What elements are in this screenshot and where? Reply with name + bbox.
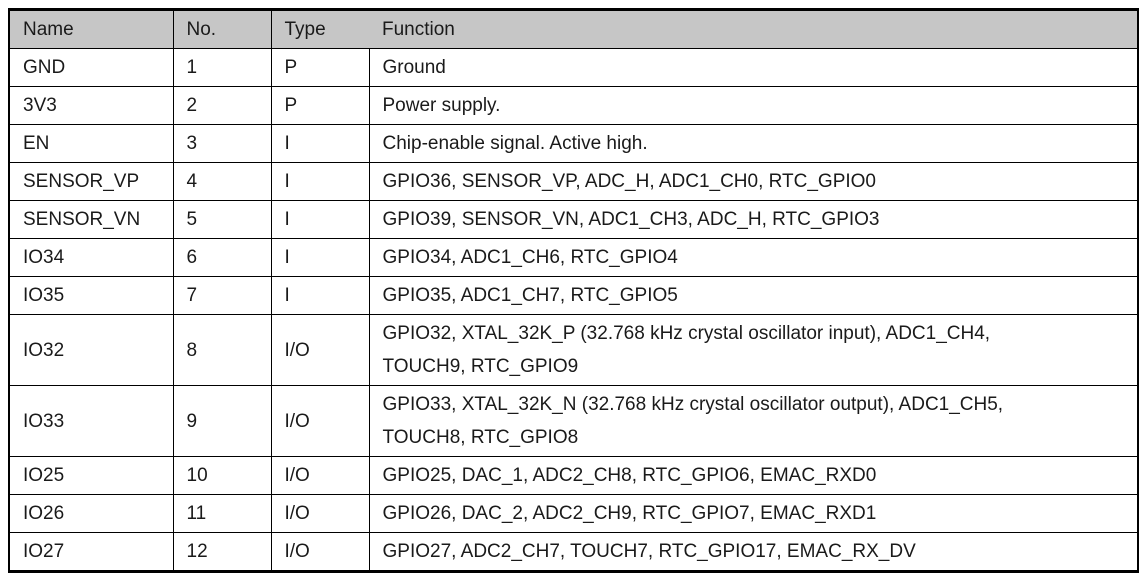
pin-function-cell: GPIO36, SENSOR_VP, ADC_H, ADC1_CH0, RTC_… xyxy=(368,162,1139,201)
table-row: IO26 11 I/O GPIO26, DAC_2, ADC2_CH9, RTC… xyxy=(8,494,1139,533)
pin-function-cell: GPIO35, ADC1_CH7, RTC_GPIO5 xyxy=(368,276,1139,315)
pin-name-cell: EN xyxy=(8,124,174,163)
pin-type-cell: I xyxy=(270,200,370,239)
table-row: IO34 6 I GPIO34, ADC1_CH6, RTC_GPIO4 xyxy=(8,238,1139,277)
pin-number-cell: 7 xyxy=(172,276,272,315)
pin-description-table: Name No. Type Function GND 1 P Ground 3V… xyxy=(8,8,1139,573)
pin-function-cell: Power supply. xyxy=(368,86,1139,125)
pin-type-cell: I xyxy=(270,238,370,277)
table-row: 3V3 2 P Power supply. xyxy=(8,86,1139,125)
pin-name-cell: 3V3 xyxy=(8,86,174,125)
pin-function-cell: GPIO33, XTAL_32K_N (32.768 kHz crystal o… xyxy=(368,385,1139,457)
pin-function-cell: GPIO26, DAC_2, ADC2_CH9, RTC_GPIO7, EMAC… xyxy=(368,494,1139,533)
pin-type-cell: I xyxy=(270,276,370,315)
column-header-type: Type xyxy=(270,8,369,49)
pin-number-cell: 1 xyxy=(172,48,272,87)
pin-name-cell: IO26 xyxy=(8,494,174,533)
table-row: SENSOR_VP 4 I GPIO36, SENSOR_VP, ADC_H, … xyxy=(8,162,1139,201)
table-row: EN 3 I Chip-enable signal. Active high. xyxy=(8,124,1139,163)
pin-name-cell: GND xyxy=(8,48,174,87)
pin-type-cell: I/O xyxy=(270,456,370,495)
pin-name-cell: SENSOR_VN xyxy=(8,200,174,239)
table-row: SENSOR_VN 5 I GPIO39, SENSOR_VN, ADC1_CH… xyxy=(8,200,1139,239)
pin-name-cell: IO33 xyxy=(8,385,174,457)
pin-type-cell: I xyxy=(270,124,370,163)
pin-number-cell: 12 xyxy=(172,532,272,573)
pin-name-cell: IO25 xyxy=(8,456,174,495)
column-header-no: No. xyxy=(172,8,272,49)
pin-type-cell: I/O xyxy=(270,532,370,573)
pin-number-cell: 11 xyxy=(172,494,272,533)
pin-number-cell: 2 xyxy=(172,86,272,125)
table-header-row: Name No. Type Function xyxy=(8,8,1139,49)
pin-function-cell: GPIO27, ADC2_CH7, TOUCH7, RTC_GPIO17, EM… xyxy=(368,532,1139,573)
column-header-function: Function xyxy=(369,8,1139,49)
pin-type-cell: P xyxy=(270,86,370,125)
pin-number-cell: 10 xyxy=(172,456,272,495)
page: Name No. Type Function GND 1 P Ground 3V… xyxy=(8,8,1139,573)
pin-function-cell: Chip-enable signal. Active high. xyxy=(368,124,1139,163)
pin-number-cell: 8 xyxy=(172,314,272,386)
pin-function-cell: GPIO25, DAC_1, ADC2_CH8, RTC_GPIO6, EMAC… xyxy=(368,456,1139,495)
pin-function-cell: GPIO32, XTAL_32K_P (32.768 kHz crystal o… xyxy=(368,314,1139,386)
pin-type-cell: I xyxy=(270,162,370,201)
table-row: IO27 12 I/O GPIO27, ADC2_CH7, TOUCH7, RT… xyxy=(8,532,1139,573)
pin-type-cell: I/O xyxy=(270,314,370,386)
pin-name-cell: IO32 xyxy=(8,314,174,386)
table-row: IO25 10 I/O GPIO25, DAC_1, ADC2_CH8, RTC… xyxy=(8,456,1139,495)
pin-type-cell: I/O xyxy=(270,385,370,457)
column-header-name: Name xyxy=(8,8,174,49)
table-row: GND 1 P Ground xyxy=(8,48,1139,87)
pin-number-cell: 6 xyxy=(172,238,272,277)
table-row: IO33 9 I/O GPIO33, XTAL_32K_N (32.768 kH… xyxy=(8,385,1139,457)
table-row: IO32 8 I/O GPIO32, XTAL_32K_P (32.768 kH… xyxy=(8,314,1139,386)
pin-number-cell: 9 xyxy=(172,385,272,457)
pin-name-cell: IO35 xyxy=(8,276,174,315)
pin-function-cell: GPIO34, ADC1_CH6, RTC_GPIO4 xyxy=(368,238,1139,277)
pin-function-cell: Ground xyxy=(368,48,1139,87)
pin-type-cell: P xyxy=(270,48,370,87)
pin-name-cell: IO27 xyxy=(8,532,174,573)
pin-number-cell: 4 xyxy=(172,162,272,201)
pin-name-cell: IO34 xyxy=(8,238,174,277)
pin-number-cell: 3 xyxy=(172,124,272,163)
table-row: IO35 7 I GPIO35, ADC1_CH7, RTC_GPIO5 xyxy=(8,276,1139,315)
pin-function-cell: GPIO39, SENSOR_VN, ADC1_CH3, ADC_H, RTC_… xyxy=(368,200,1139,239)
pin-type-cell: I/O xyxy=(270,494,370,533)
pin-number-cell: 5 xyxy=(172,200,272,239)
pin-name-cell: SENSOR_VP xyxy=(8,162,174,201)
